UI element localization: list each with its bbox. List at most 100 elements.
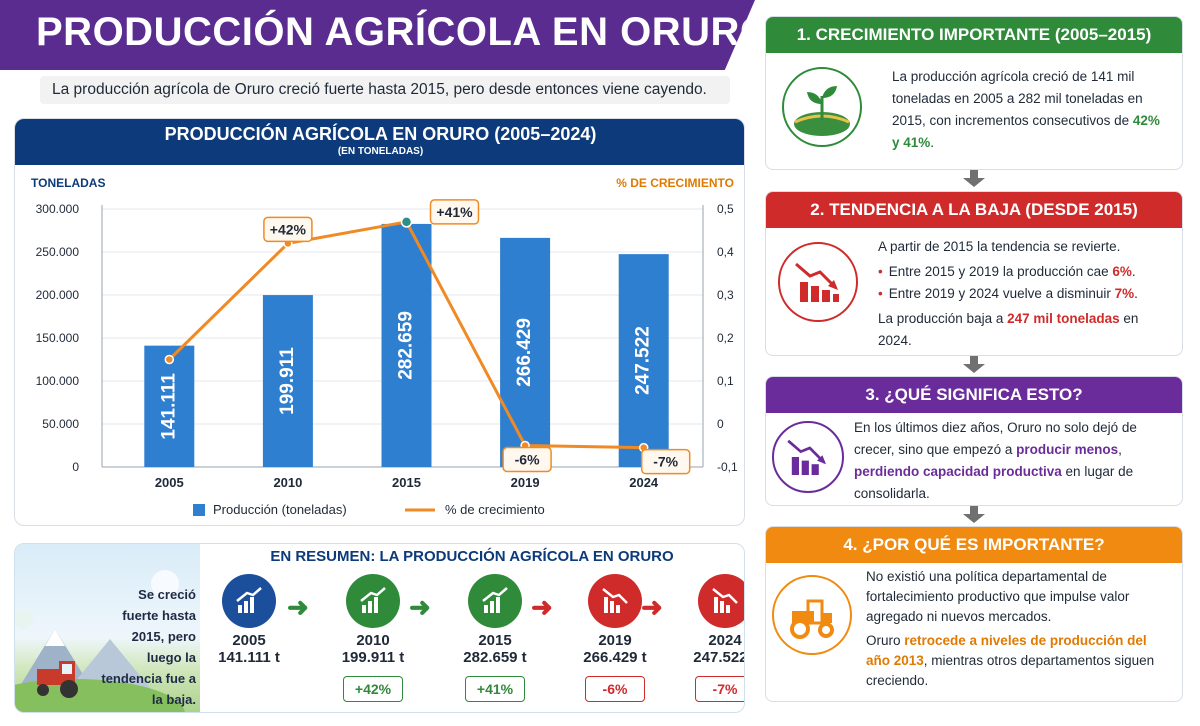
production-bar [618, 254, 669, 467]
sprout-icon [782, 67, 862, 147]
y2-tick-label: 0,4 [717, 245, 734, 259]
y2-axis-title: % DE CRECIMIENTO [616, 176, 734, 190]
arrow-right-icon: ➜ [409, 592, 431, 622]
arrow-right-icon: ➜ [287, 592, 309, 622]
y-tick-label: 0 [72, 460, 79, 474]
chart-header: PRODUCCIÓN AGRÍCOLA EN ORURO (2005–2024)… [15, 119, 744, 165]
page-title: PRODUCCIÓN AGRÍCOLA EN ORURO [36, 10, 772, 54]
growth-point [164, 354, 175, 365]
meaning-text-1: En los últimos diez años, Oruro no solo … [854, 420, 1137, 457]
importance-text-2: Oruro [866, 633, 905, 648]
change-badge: -6% [585, 676, 645, 702]
panel-growth-body: La producción agrícola creció de 141 mil… [892, 69, 1143, 128]
growth-end: . [930, 135, 935, 150]
step-value: 199.911 t [341, 649, 405, 666]
decline-intro: A partir de 2015 la tendencia se reviert… [878, 239, 1121, 254]
step-value: 282.659 t [463, 649, 527, 666]
production-bar [381, 223, 432, 467]
chart-up-icon [222, 574, 276, 628]
growth-label-box [502, 446, 552, 473]
growth-point [400, 216, 413, 228]
production-chart: TONELADAS % DE CRECIMIENTO 0 50.000 100.000 1… [31, 176, 738, 517]
legend-bar-label: Producción (toneladas) [213, 502, 347, 517]
growth-conjunction: y [892, 135, 904, 150]
legend-line-label: % de crecimiento [445, 502, 545, 517]
y2-tick-label: -0,1 [717, 460, 738, 474]
importance-highlight: retrocede a niveles de producción del añ… [866, 633, 1147, 668]
step-value: 141.111 t [218, 649, 280, 666]
y2-tick-label: 0 [717, 417, 724, 431]
panel-meaning-text: En los últimos diez años, Oruro no solo … [854, 417, 1170, 505]
x-tick-label: 2024 [629, 475, 659, 490]
step-year: 2005 [232, 632, 266, 649]
production-bar [262, 295, 313, 467]
change-badge: +41% [465, 676, 525, 702]
bar-value-label: 141.111 [158, 373, 179, 440]
bar-value-label: 199.911 [277, 347, 298, 415]
chart-down-icon [772, 421, 844, 493]
panel-decline-title: 2. TENDENCIA A LA BAJA (DESDE 2015) [766, 192, 1182, 228]
panel-importance-title: 4. ¿POR QUÉ ES IMPORTANTE? [766, 527, 1182, 563]
step-year: 2010 [356, 632, 390, 649]
decline-outcome: La producción baja a [878, 311, 1008, 326]
growth-label: +42% [270, 221, 307, 237]
y-tick-label: 200.000 [36, 288, 80, 302]
importance-text-3: , mientras otros departamentos siguen cr… [866, 653, 1155, 688]
y-tick-label: 300.000 [36, 202, 80, 216]
chart-up-icon [346, 574, 400, 628]
chart-card: PRODUCCIÓN AGRÍCOLA EN ORURO (2005–2024)… [14, 118, 745, 526]
decline-item-2: Entre 2019 y 2024 vuelve a disminuir [888, 286, 1115, 301]
step-year: 2015 [478, 632, 512, 649]
decline-pct-2: 7% [1114, 286, 1135, 301]
landscape-scene: Se creció fuerte hasta 2015, pero luego … [15, 544, 200, 712]
summary-card: Se creció fuerte hasta 2015, pero luego … [14, 543, 745, 713]
production-bar [500, 237, 551, 467]
chart-down-icon [698, 574, 744, 628]
change-badge: -7% [695, 676, 744, 702]
y2-tick-label: 0,1 [717, 374, 734, 388]
growth-label-box [429, 199, 480, 225]
step-year: 2019 [598, 632, 632, 649]
chart-subtitle: (EN TONELADAS) [337, 146, 424, 157]
meaning-text-2: , [1118, 442, 1122, 457]
chart-up-icon [468, 574, 522, 628]
y-tick-label: 250.000 [36, 245, 80, 259]
panel-growth: 1. CRECIMIENTO IMPORTANTE (2005–2015) La… [765, 16, 1183, 170]
timeline-step: 2010 199.911 t +42% [325, 574, 421, 702]
meaning-highlight-1: producir menos [1016, 442, 1119, 457]
summary-title: EN RESUMEN: LA PRODUCCIÓN AGRÍCOLA EN OR… [270, 548, 674, 565]
legend-bar-swatch [193, 504, 205, 516]
decline-item-2-end: . [1134, 286, 1138, 301]
mountain-tractor-illustration [15, 570, 185, 712]
decline-item-1-end: . [1131, 264, 1136, 279]
growth-label: -6% [515, 452, 540, 468]
y-tick-label: 50.000 [42, 417, 79, 431]
x-tick-label: 2019 [511, 475, 540, 490]
growth-pct-1: 42% [1132, 113, 1160, 128]
panel-importance-text: No existió una política departamental de… [866, 567, 1170, 691]
meaning-highlight-2: perdiendo capacidad productiva [854, 464, 1062, 479]
meaning-text-3: en lugar de consolidarla. [854, 464, 1134, 501]
growth-label-box [263, 216, 313, 243]
x-tick-label: 2010 [273, 475, 302, 490]
importance-text-1: No existió una política departamental de… [866, 569, 1130, 624]
decline-pct-1: 6% [1112, 264, 1132, 279]
summary-side-text: Se creció fuerte hasta 2015, pero luego … [101, 587, 196, 707]
decline-outcome-value: 247 mil toneladas [1007, 311, 1120, 326]
timeline-step: 2005 141.111 t [201, 574, 297, 666]
x-tick-label: 2015 [392, 475, 421, 490]
change-badge: +42% [343, 676, 403, 702]
panel-decline-text: A partir de 2015 la tendencia se reviert… [878, 236, 1170, 352]
y2-tick-label: 0,2 [717, 331, 734, 345]
panel-importance: 4. ¿POR QUÉ ES IMPORTANTE? No existió un… [765, 526, 1183, 702]
growth-label-box [640, 448, 691, 475]
panel-decline: 2. TENDENCIA A LA BAJA (DESDE 2015) A pa… [765, 191, 1183, 356]
y-tick-label: 150.000 [36, 331, 80, 345]
tractor-icon [772, 575, 852, 655]
growth-label: -7% [653, 454, 678, 470]
y-axis-title: TONELADAS [31, 176, 105, 190]
step-year: 2024 [708, 632, 742, 649]
growth-label: +41% [436, 204, 473, 220]
